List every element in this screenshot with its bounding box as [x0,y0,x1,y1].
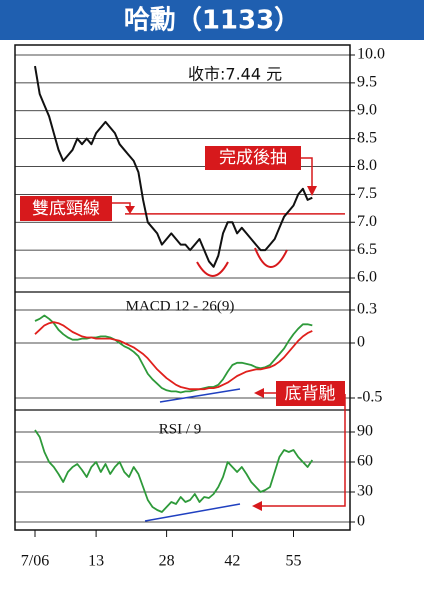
trendline [144,503,241,522]
y-tick-label: 7.5 [357,185,377,202]
callout-text: 雙底頸線 [32,199,100,219]
x-tick-label: 7/06 [21,553,49,570]
x-tick-label: 42 [224,553,240,570]
x-tick-label: 55 [286,553,302,570]
trendline [159,388,241,403]
arrowhead [254,388,264,398]
arrow [260,394,346,507]
callout-text: 底背馳 [285,384,336,404]
arrow [301,157,313,188]
y-tick-label: 9.5 [357,74,377,91]
panel-title: MACD 12 - 26(9) [126,298,235,314]
annotation: 收市:7.44 元 [188,65,282,84]
plot-area: 10.0 9.5 9.0 8.5 8.0 7.5 7.0 6.5 6.0 0.3 0 -0.5 MACD… [15,46,385,570]
series-line [34,321,313,391]
title-bar [0,0,424,40]
bottom-marker [196,261,229,277]
y-tick-label: 0 [357,513,365,530]
frame [14,44,351,531]
series-line [34,314,313,394]
y-tick-label: 60 [357,453,373,470]
series-line [34,429,314,513]
series-line [34,65,313,268]
callout-box [276,381,345,406]
chart-title: 哈勳（1133） [124,6,300,36]
y-tick-label: 6.0 [357,269,377,286]
y-tick-label: 6.5 [357,241,377,258]
y-tick-label: 0.3 [357,301,377,318]
y-tick-label: -0.5 [357,389,382,406]
y-tick-label: 30 [357,483,373,500]
callout-box [20,196,112,221]
y-tick-label: 10.0 [357,46,385,63]
y-tick-label: 8.5 [357,129,377,146]
arrowhead [125,206,135,214]
bottom-marker [254,247,288,268]
x-tick-label: 13 [88,553,104,570]
y-tick-label: 90 [357,423,373,440]
y-tick-label: 0 [357,334,365,351]
callout-box [205,146,301,170]
x-tick-label: 28 [159,553,175,570]
y-tick-label: 8.0 [357,157,377,174]
callout-text: 完成後抽 [219,148,287,168]
arrowhead [252,501,262,511]
y-tick-label: 7.0 [357,213,377,230]
arrowhead [307,186,317,196]
y-tick-label: 9.0 [357,101,377,118]
panel-title: RSI / 9 [159,421,202,437]
